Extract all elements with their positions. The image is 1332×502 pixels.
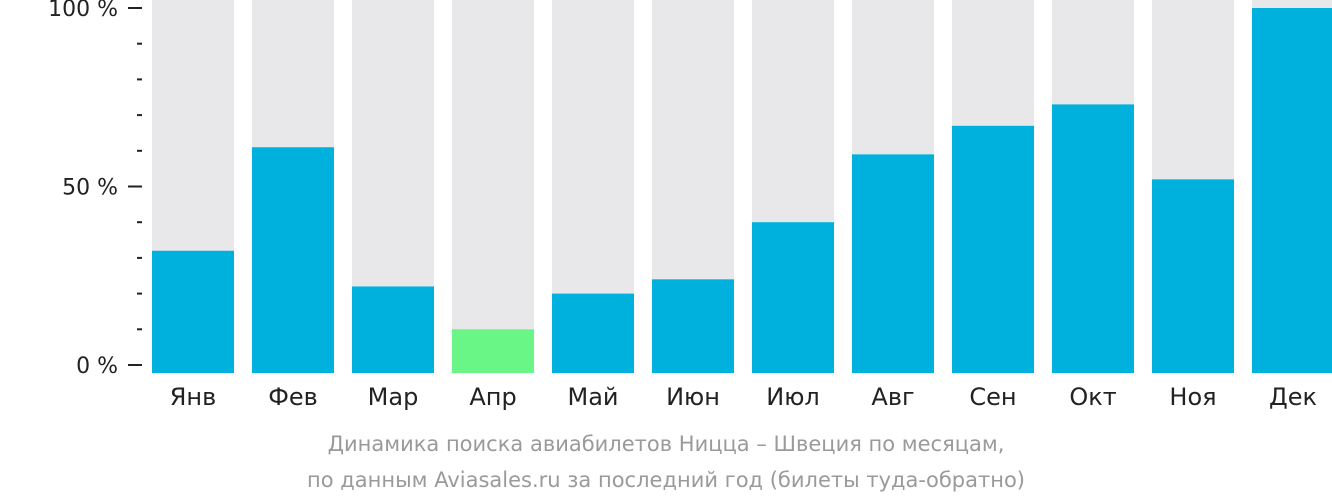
y-axis: 0 % 50 % 100 %: [48, 0, 142, 379]
x-tick-label: Авг: [871, 383, 914, 411]
bar: [1152, 179, 1234, 373]
y-tick-label: 0 %: [76, 354, 118, 379]
x-tick-label: Ноя: [1169, 383, 1216, 411]
x-tick-label: Сен: [969, 383, 1016, 411]
x-tick-label: Дек: [1269, 383, 1317, 411]
x-tick-label: Июл: [766, 383, 820, 411]
bar-chart: 0 % 50 % 100 % Янв Фев Мар Апр Май Июн Июл Авг Сен…: [48, 0, 1332, 411]
y-tick-label: 100 %: [48, 0, 118, 22]
bar: [652, 279, 734, 373]
bar: [1252, 8, 1332, 373]
bar: [152, 250, 234, 373]
bar: [452, 329, 534, 373]
bar: [552, 293, 634, 373]
x-tick-label: Янв: [170, 383, 217, 411]
chart-caption-line-2: по данным Aviasales.ru за последний год …: [307, 468, 1025, 492]
bar: [852, 154, 934, 373]
bar: [1052, 104, 1134, 373]
x-tick-label: Мар: [368, 383, 419, 411]
x-axis-labels: Янв Фев Мар Апр Май Июн Июл Авг Сен Окт Ноя Дек: [170, 383, 1317, 411]
x-tick-label: Июн: [666, 383, 720, 411]
bar-track: [452, 0, 534, 373]
bar: [252, 147, 334, 373]
bar: [352, 286, 434, 373]
x-tick-label: Окт: [1069, 383, 1116, 411]
x-tick-label: Апр: [469, 383, 516, 411]
bar: [752, 222, 834, 373]
bar: [952, 125, 1034, 373]
bars: [152, 0, 1332, 373]
chart-caption-line-1: Динамика поиска авиабилетов Ницца – Швец…: [327, 432, 1005, 456]
x-tick-label: Май: [567, 383, 618, 411]
y-tick-label: 50 %: [62, 176, 118, 201]
x-tick-label: Фев: [268, 383, 318, 411]
